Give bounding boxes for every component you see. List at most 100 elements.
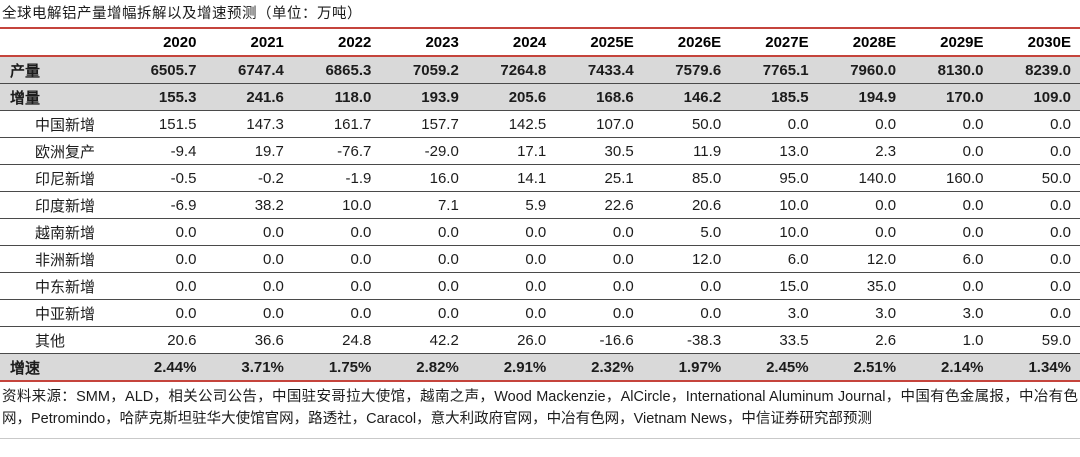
page-title: 全球电解铝产量增幅拆解以及增速预测（单位：万吨） — [2, 6, 362, 22]
value-cell: 0.0 — [525, 277, 547, 295]
value-cell: 16.0 — [429, 169, 459, 187]
year-column-header: 2022 — [337, 33, 372, 51]
value-cell: 3.0 — [962, 304, 984, 322]
value-cell: 19.7 — [254, 142, 284, 160]
value-cell: -29.0 — [424, 142, 459, 160]
row-label: 增量 — [10, 89, 41, 107]
value-cell: 0.0 — [437, 223, 459, 241]
value-cell: 2.91% — [503, 358, 547, 376]
value-cell: 0.0 — [962, 115, 984, 133]
value-cell: 0.0 — [525, 223, 547, 241]
value-cell: 10.0 — [779, 196, 809, 214]
value-cell: 35.0 — [866, 277, 897, 295]
value-cell: 0.0 — [263, 223, 284, 241]
value-cell: 0.0 — [612, 277, 634, 295]
table-row: 中国新增 151.5 147.3 161.7 157.7 142.5 107.0 50.0 0.… — [0, 111, 1080, 138]
value-cell: 2.6 — [875, 331, 897, 349]
value-cell: 7765.1 — [762, 61, 809, 79]
year-column-header: 2027E — [765, 33, 809, 51]
row-label: 产量 — [10, 62, 41, 80]
value-cell: 151.5 — [158, 115, 197, 133]
row-label: 中东新增 — [35, 278, 96, 296]
value-cell: 0.0 — [175, 223, 197, 241]
value-cell: 0.0 — [787, 115, 809, 133]
value-cell: 0.0 — [700, 304, 722, 322]
value-cell: 7264.8 — [500, 61, 547, 79]
value-cell: 0.0 — [612, 223, 634, 241]
value-cell: 30.5 — [604, 142, 634, 160]
value-cell: 8239.0 — [1025, 61, 1071, 79]
value-cell: 13.0 — [779, 142, 809, 160]
value-cell: 0.0 — [175, 304, 197, 322]
value-cell: 8130.0 — [937, 61, 984, 79]
year-column-header: 2021 — [250, 33, 284, 51]
table-row: 增速 2.44% 3.71% 1.75% 2.82% 2.91% 2.32% 1.97% 2.4… — [0, 353, 1080, 381]
row-label: 印尼新增 — [35, 170, 96, 188]
value-cell: -6.9 — [170, 196, 197, 214]
value-cell: 161.7 — [333, 115, 372, 133]
table-row: 其他 20.6 36.6 24.8 42.2 26.0 -16.6 -38.3 33.5 2.6 1… — [0, 327, 1080, 354]
value-cell: 0.0 — [175, 250, 197, 268]
value-cell: -1.9 — [345, 169, 372, 187]
value-cell: 0.0 — [612, 304, 634, 322]
value-cell: -0.2 — [258, 169, 284, 187]
value-cell: 2.14% — [940, 358, 984, 376]
value-cell: 0.0 — [1050, 223, 1071, 241]
row-label: 越南新增 — [35, 224, 96, 242]
value-cell: 5.0 — [700, 223, 722, 241]
value-cell: 50.0 — [691, 115, 722, 133]
value-cell: 2.82% — [416, 358, 459, 376]
value-cell: 25.1 — [604, 169, 634, 187]
value-cell: 0.0 — [700, 277, 722, 295]
value-cell: 0.0 — [525, 250, 547, 268]
value-cell: 185.5 — [771, 88, 809, 106]
value-cell: 0.0 — [1050, 304, 1071, 322]
value-cell: 22.6 — [604, 196, 634, 214]
year-column-header: 2025E — [590, 33, 634, 51]
value-cell: -0.5 — [170, 169, 197, 187]
value-cell: 6865.3 — [325, 61, 372, 79]
table-row: 非洲新增 0.0 0.0 0.0 0.0 0.0 0.0 12.0 6.0 12.0 6.0 0.0 — [0, 246, 1080, 273]
value-cell: 0.0 — [1050, 115, 1071, 133]
value-cell: -76.7 — [337, 142, 372, 160]
value-cell: 0.0 — [1050, 196, 1071, 214]
value-cell: 7.1 — [437, 196, 459, 214]
value-cell: 1.75% — [328, 358, 372, 376]
value-cell: 147.3 — [246, 115, 284, 133]
row-label: 印度新增 — [35, 197, 96, 215]
value-cell: 0.0 — [875, 196, 897, 214]
value-cell: 95.0 — [779, 169, 809, 187]
value-cell: 142.5 — [508, 115, 547, 133]
value-cell: 26.0 — [517, 331, 547, 349]
value-cell: 0.0 — [350, 250, 372, 268]
value-cell: 3.0 — [787, 304, 809, 322]
value-cell: 0.0 — [437, 250, 459, 268]
value-cell: 6.0 — [787, 250, 809, 268]
value-cell: 146.2 — [683, 88, 722, 106]
value-cell: 20.6 — [167, 331, 197, 349]
value-cell: 118.0 — [334, 88, 372, 106]
table-body: 产量 6505.7 6747.4 6865.3 7059.2 7264.8 7433.4 75… — [0, 56, 1080, 381]
value-cell: 0.0 — [263, 304, 284, 322]
value-cell: 0.0 — [350, 277, 372, 295]
value-cell: 205.6 — [508, 88, 547, 106]
value-cell: 140.0 — [858, 169, 897, 187]
value-cell: -9.4 — [170, 142, 197, 160]
value-cell: 0.0 — [1050, 250, 1071, 268]
table-header-row: 2020 2021 2022 2023 2024 2025E 2026E 2027E 2028E… — [0, 28, 1080, 56]
table-row: 增量 155.3 241.6 118.0 193.9 205.6 168.6 146.2 185… — [0, 83, 1080, 111]
value-cell: 38.2 — [254, 196, 284, 214]
value-cell: 0.0 — [175, 277, 197, 295]
value-cell: 0.0 — [875, 223, 897, 241]
bottom-divider — [0, 430, 1080, 439]
table-row: 中东新增 0.0 0.0 0.0 0.0 0.0 0.0 0.0 15.0 35.0 0.0 0.0 — [0, 273, 1080, 300]
value-cell: 0.0 — [437, 277, 459, 295]
year-column-header: 2029E — [940, 33, 984, 51]
value-cell: 6747.4 — [238, 61, 284, 79]
value-cell: 0.0 — [263, 250, 284, 268]
value-cell: 109.0 — [1033, 88, 1071, 106]
value-cell: 160.0 — [945, 169, 984, 187]
value-cell: 42.2 — [429, 331, 459, 349]
year-column-header: 2020 — [163, 33, 197, 51]
value-cell: 5.9 — [525, 196, 547, 214]
